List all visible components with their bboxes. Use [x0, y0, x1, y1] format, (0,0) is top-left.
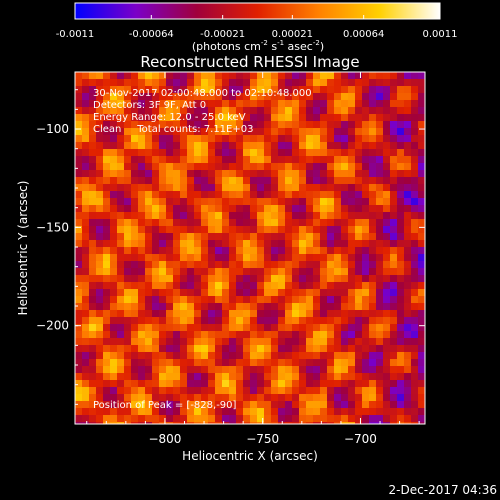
x-tick-label: −700	[344, 432, 377, 446]
colorbar-tick-label: 0.00021	[272, 29, 313, 40]
y-axis-label: Heliocentric Y (arcsec)	[16, 181, 30, 316]
render-timestamp: 2-Dec-2017 04:36	[389, 483, 497, 497]
annotation-clean-counts: Clean Total counts: 7.11E+03	[93, 124, 253, 135]
annotation-detectors: Detectors: 3F 9F, Att 0	[93, 100, 206, 111]
colorbar-gradient	[74, 2, 441, 20]
plot-title: Reconstructed RHESSI Image	[140, 53, 359, 71]
x-tick-label: −750	[246, 432, 279, 446]
x-axis-label: Heliocentric X (arcsec)	[182, 449, 318, 463]
x-tick-label: −800	[148, 432, 181, 446]
annotation-energy-range: Energy Range: 12.0 - 25.0 keV	[93, 112, 246, 123]
colorbar-tick-label: -0.00021	[200, 29, 245, 40]
rhessi-image	[75, 72, 425, 424]
colorbar-tick-label: 0.0011	[423, 29, 458, 40]
colorbar-tick-label: 0.00064	[343, 29, 384, 40]
y-tick-label: −150	[36, 220, 69, 234]
plot-frame	[74, 71, 426, 425]
y-tick-label: −100	[36, 122, 69, 136]
annotation-time-range: 30-Nov-2017 02:00:48.000 to 02:10:48.000	[93, 88, 312, 99]
peak-position-label: Position of Peak = [-828,-90]	[93, 400, 237, 411]
y-tick-label: −200	[36, 319, 69, 333]
colorbar-tick-label: -0.00064	[129, 29, 174, 40]
colorbar-units: (photons cm-2 s-1 asec-2)	[192, 39, 324, 53]
annotation-block: 30-Nov-2017 02:00:48.000 to 02:10:48.000…	[93, 88, 312, 135]
y-axis-ticks: −100 −150 −200	[36, 89, 425, 405]
colorbar-ticks: -0.0011 -0.00064 -0.00021 0.00021 0.00064 0.0…	[56, 15, 458, 40]
x-axis-ticks: −800 −750 −700	[86, 72, 420, 446]
colorbar: -0.0011 -0.00064 -0.00021 0.00021 0.00064 0.0…	[56, 2, 458, 53]
colorbar-tick-label: -0.0011	[56, 29, 95, 40]
